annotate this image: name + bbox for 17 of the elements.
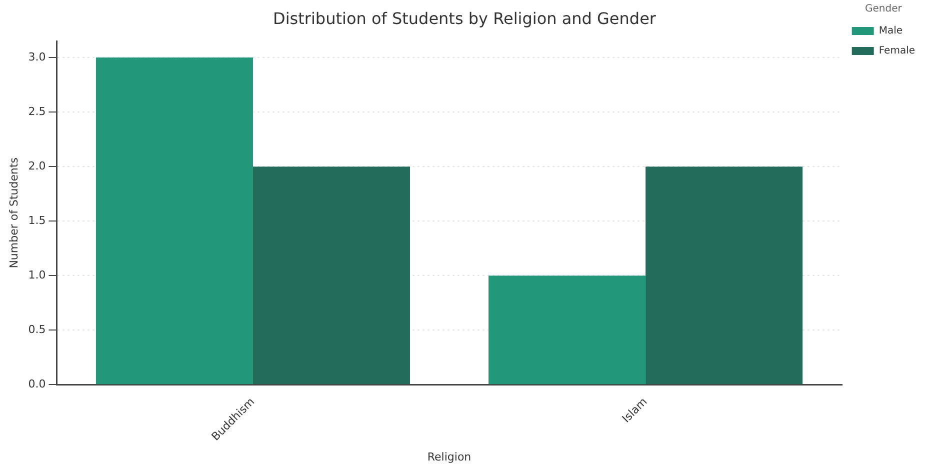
legend-label: Male xyxy=(878,26,903,37)
bar xyxy=(252,166,410,384)
y-axis-title: Number of Students xyxy=(7,157,20,268)
bar xyxy=(646,166,803,384)
y-tick-label: 3.0 xyxy=(28,50,46,64)
bar xyxy=(488,276,646,384)
chart-title: Distribution of Students by Religion and Gender xyxy=(273,8,656,28)
y-tick-label: 2.0 xyxy=(28,159,46,172)
legend-label: Female xyxy=(878,46,916,57)
bar xyxy=(96,58,253,384)
y-tick-label: 1.5 xyxy=(28,214,46,227)
y-tick-label: 0.0 xyxy=(28,377,46,390)
y-tick-label: 0.5 xyxy=(28,322,46,336)
legend-title: Gender xyxy=(864,4,903,15)
y-tick-label: 2.5 xyxy=(28,104,46,118)
y-tick-label: 1.0 xyxy=(28,268,46,282)
x-axis-title: Religion xyxy=(427,450,472,464)
